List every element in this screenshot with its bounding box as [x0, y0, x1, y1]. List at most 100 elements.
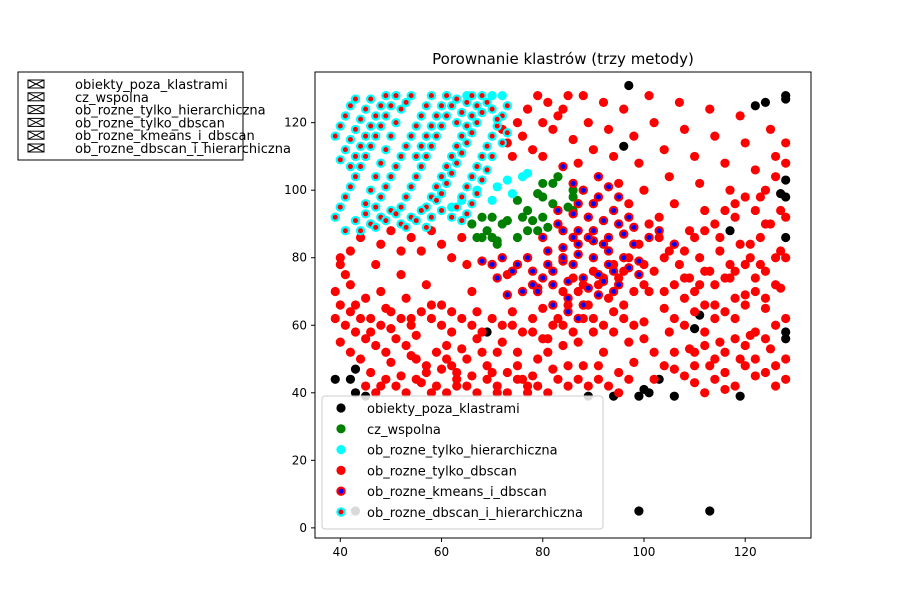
- point-ob_rozne_tylko_dbscan: [624, 337, 634, 347]
- point-ob_rozne_tylko_dbscan: [750, 286, 760, 297]
- point-ob_rozne_tylko_dbscan: [710, 354, 720, 364]
- point-ob_rozne_tylko_dbscan: [528, 371, 538, 381]
- point-ob_rozne_kmeans_i_dbscan: [634, 269, 644, 280]
- x-tick-label: 120: [734, 545, 757, 559]
- point-ob_rozne_dbscan_i_hierarchiczna: [416, 141, 426, 151]
- point-ob_rozne_tylko_dbscan: [371, 340, 381, 351]
- point-ob_rozne_dbscan_i_hierarchiczna: [371, 222, 381, 233]
- point-ob_rozne_tylko_dbscan: [487, 367, 497, 378]
- point-ob_rozne_tylko_dbscan: [436, 364, 447, 374]
- point-ob_rozne_dbscan_i_hierarchiczna: [457, 148, 467, 158]
- point-ob_rozne_tylko_dbscan: [598, 347, 609, 357]
- point-ob_rozne_tylko_dbscan: [583, 118, 593, 128]
- point-ob_rozne_tylko_dbscan: [700, 340, 710, 351]
- point-ob_rozne_tylko_dbscan: [659, 286, 669, 297]
- point-ob_rozne_tylko_dbscan: [634, 158, 644, 168]
- legend-label: ob_rozne_tylko_dbscan: [367, 464, 517, 479]
- point-ob_rozne_tylko_dbscan: [705, 361, 715, 371]
- point-ob_rozne_tylko_dbscan: [715, 246, 725, 256]
- point-ob_rozne_dbscan_i_hierarchiczna: [421, 151, 432, 162]
- series-ob_rozne_dbscan_i_hierarchiczna: [330, 90, 513, 236]
- point-ob_rozne_kmeans_i_dbscan: [553, 219, 563, 229]
- y-tick-label: 80: [292, 251, 307, 265]
- point-cz_wspolna: [568, 192, 578, 202]
- point-ob_rozne_tylko_dbscan: [406, 232, 416, 243]
- outer-legend: obiekty_poza_klastramicz_wspolnaob_rozne…: [17, 71, 291, 161]
- point-ob_rozne_tylko_dbscan: [366, 313, 376, 324]
- point-ob_rozne_dbscan_i_hierarchiczna: [411, 151, 421, 162]
- point-ob_rozne_kmeans_i_dbscan: [563, 293, 573, 303]
- point-ob_rozne_dbscan_i_hierarchiczna: [487, 131, 497, 141]
- point-ob_rozne_tylko_dbscan: [735, 354, 745, 364]
- point-ob_rozne_tylko_dbscan: [568, 134, 578, 145]
- point-ob_rozne_kmeans_i_dbscan: [538, 232, 548, 243]
- point-obiekty_poza_klastrami: [624, 80, 634, 91]
- point-ob_rozne_dbscan_i_hierarchiczna: [426, 212, 437, 222]
- point-ob_rozne_dbscan_i_hierarchiczna: [497, 138, 507, 148]
- point-ob_rozne_dbscan_i_hierarchiczna: [431, 195, 442, 206]
- outer-legend-label: ob_rozne_tylko_dbscan: [75, 116, 225, 131]
- point-ob_rozne_kmeans_i_dbscan: [608, 205, 619, 216]
- point-ob_rozne_tylko_hierarchiczna: [497, 91, 507, 101]
- point-ob_rozne_dbscan_i_hierarchiczna: [421, 131, 432, 141]
- point-ob_rozne_tylko_dbscan: [669, 364, 679, 374]
- point-ob_rozne_dbscan_i_hierarchiczna: [477, 107, 487, 118]
- point-ob_rozne_tylko_dbscan: [573, 337, 583, 347]
- x-tick-label: 60: [434, 545, 449, 559]
- point-obiekty_poza_klastrami: [781, 175, 791, 185]
- point-ob_rozne_tylko_dbscan: [411, 330, 421, 340]
- point-cz_wspolna: [568, 185, 578, 195]
- point-obiekty_poza_klastrami: [705, 506, 715, 516]
- point-ob_rozne_dbscan_i_hierarchiczna: [355, 141, 366, 151]
- point-ob_rozne_tylko_dbscan: [669, 313, 679, 324]
- point-obiekty_poza_klastrami: [781, 232, 791, 243]
- point-ob_rozne_kmeans_i_dbscan: [558, 253, 568, 263]
- point-ob_rozne_tylko_dbscan: [426, 388, 437, 398]
- point-ob_rozne_tylko_dbscan: [361, 334, 371, 344]
- point-ob_rozne_tylko_dbscan: [345, 246, 356, 256]
- point-ob_rozne_kmeans_i_dbscan: [593, 171, 604, 182]
- point-ob_rozne_dbscan_i_hierarchiczna: [467, 111, 477, 121]
- outer-legend-label: ob_rozne_tylko_hierarchiczna: [75, 104, 266, 119]
- point-ob_rozne_dbscan_i_hierarchiczna: [467, 90, 477, 101]
- point-ob_rozne_tylko_dbscan: [330, 286, 340, 297]
- point-ob_rozne_tylko_dbscan: [629, 286, 639, 297]
- point-ob_rozne_tylko_dbscan: [684, 226, 695, 236]
- point-ob_rozne_tylko_dbscan: [750, 273, 760, 283]
- outer-legend-entries: obiekty_poza_klastramicz_wspolnaob_rozne…: [27, 78, 291, 157]
- point-ob_rozne_tylko_dbscan: [619, 104, 629, 114]
- point-ob_rozne_kmeans_i_dbscan: [532, 286, 543, 297]
- inner-legend-frame: [321, 395, 604, 530]
- point-ob_rozne_kmeans_i_dbscan: [593, 192, 604, 202]
- point-ob_rozne_dbscan_i_hierarchiczna: [472, 117, 482, 128]
- legend-marker: [336, 465, 346, 475]
- point-ob_rozne_tylko_dbscan: [614, 388, 624, 398]
- point-ob_rozne_tylko_dbscan: [710, 131, 720, 141]
- point-cz_wspolna: [477, 232, 487, 243]
- point-ob_rozne_tylko_dbscan: [740, 192, 750, 202]
- point-ob_rozne_dbscan_i_hierarchiczna: [462, 97, 472, 108]
- point-ob_rozne_tylko_dbscan: [644, 286, 654, 297]
- point-ob_rozne_dbscan_i_hierarchiczna: [457, 131, 467, 141]
- point-ob_rozne_tylko_dbscan: [507, 151, 517, 162]
- point-ob_rozne_kmeans_i_dbscan: [588, 253, 599, 263]
- point-ob_rozne_tylko_dbscan: [593, 361, 604, 371]
- point-ob_rozne_tylko_dbscan: [639, 280, 649, 290]
- point-ob_rozne_kmeans_i_dbscan: [527, 266, 538, 276]
- point-ob_rozne_tylko_dbscan: [740, 138, 750, 148]
- point-ob_rozne_tylko_dbscan: [361, 381, 371, 391]
- point-ob_rozne_tylko_dbscan: [512, 374, 523, 384]
- outer-legend-label: cz_wspolna: [75, 91, 149, 106]
- point-ob_rozne_tylko_dbscan: [533, 354, 543, 364]
- point-ob_rozne_dbscan_i_hierarchiczna: [340, 226, 351, 236]
- point-ob_rozne_tylko_hierarchiczna: [487, 91, 497, 101]
- point-ob_rozne_dbscan_i_hierarchiczna: [376, 121, 386, 131]
- outer-legend-label: obiekty_poza_klastrami: [75, 78, 228, 93]
- outer-legend-hatch: [27, 117, 45, 127]
- point-ob_rozne_tylko_dbscan: [558, 320, 568, 330]
- point-ob_rozne_tylko_dbscan: [578, 91, 588, 101]
- point-ob_rozne_tylko_dbscan: [462, 381, 472, 391]
- point-ob_rozne_kmeans_i_dbscan: [583, 232, 594, 243]
- point-ob_rozne_dbscan_i_hierarchiczna: [381, 144, 391, 155]
